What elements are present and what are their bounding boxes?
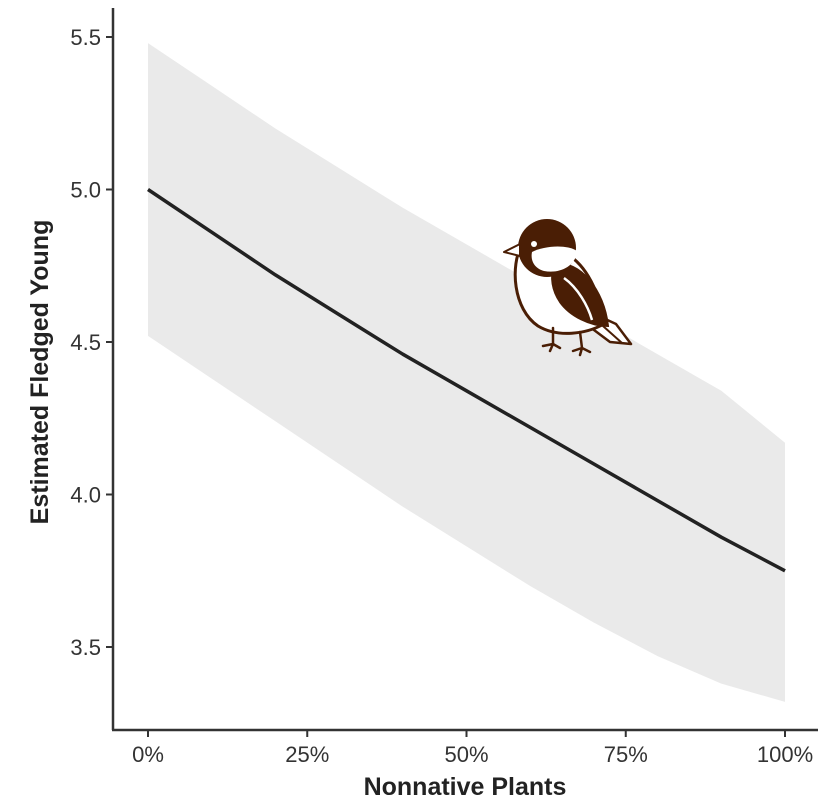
x-tick-label: 0% <box>132 742 164 767</box>
y-tick-label: 5.5 <box>70 25 101 50</box>
x-axis: 0% 25% 50% 75% 100% <box>112 728 818 767</box>
bird-leg-right <box>571 330 592 357</box>
x-axis-title: Nonnative Plants <box>364 773 567 801</box>
x-tick-label: 50% <box>444 742 488 767</box>
y-axis-ticks: 3.5 4.0 4.5 5.0 5.5 <box>70 25 113 660</box>
bird-wing-stripe <box>563 276 594 321</box>
y-tick-label: 5.0 <box>70 178 101 203</box>
bird-beak <box>503 243 521 257</box>
x-tick-label: 100% <box>757 742 813 767</box>
y-tick-label: 4.5 <box>70 330 101 355</box>
y-tick-label: 4.0 <box>70 483 101 508</box>
trend-line-layer <box>147 188 786 573</box>
chickadee-bird-icon <box>503 219 633 357</box>
x-tick-label: 75% <box>604 742 648 767</box>
confidence-band <box>148 43 785 702</box>
bird-cheek <box>531 246 577 272</box>
x-axis-ticks: 0% 25% 50% 75% 100% <box>132 730 813 767</box>
y-axis: 3.5 4.0 4.5 5.0 5.5 <box>70 8 115 730</box>
bird-eye <box>531 241 537 247</box>
bird-leg-left <box>541 326 562 353</box>
x-tick-label: 25% <box>285 742 329 767</box>
confidence-band-layer <box>148 43 785 702</box>
trend-line <box>147 188 786 573</box>
y-axis-title: Estimated Fledged Young <box>26 220 54 525</box>
y-tick-label: 3.5 <box>70 635 101 660</box>
